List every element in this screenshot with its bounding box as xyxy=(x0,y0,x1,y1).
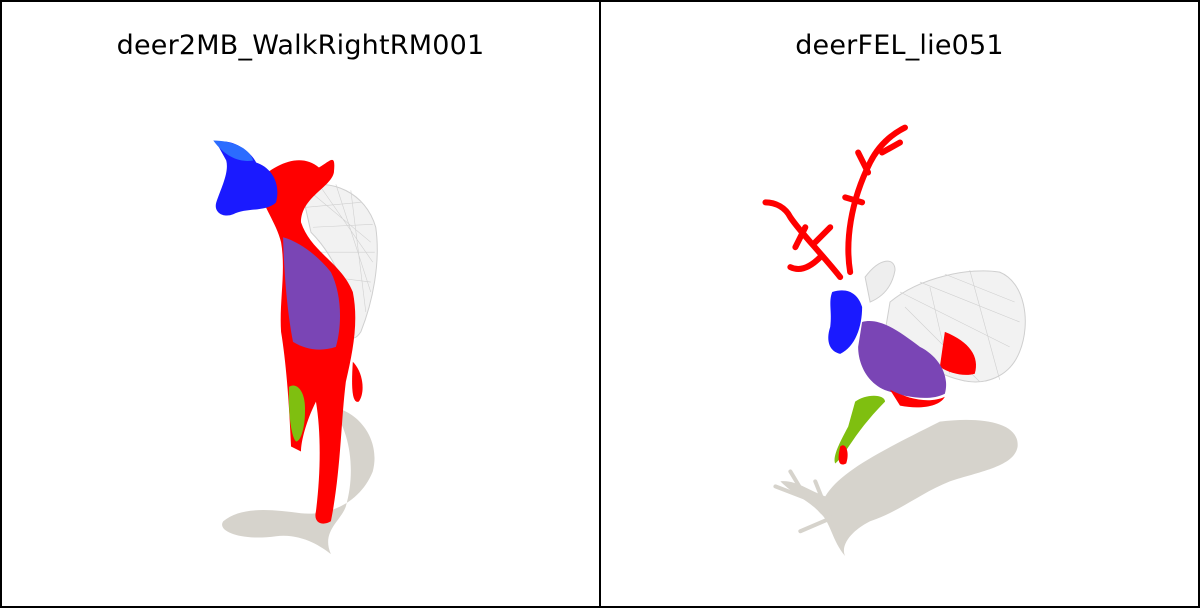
deer-lie-blue-head xyxy=(828,290,863,354)
deer-lie-shadow xyxy=(780,419,1018,557)
left-panel-title: deer2MB_WalkRightRM001 xyxy=(116,30,485,61)
deer-walk-purple-chest xyxy=(283,237,341,350)
wireframe-mesh-lines-2 xyxy=(899,270,1020,382)
deer-walk-rear-leg xyxy=(352,361,363,402)
left-panel: deer2MB_WalkRightRM001 xyxy=(2,2,600,606)
deer-walk-shadow xyxy=(222,406,375,555)
right-panel-title: deerFEL_lie051 xyxy=(795,30,1004,61)
deer-lie-purple-body xyxy=(858,320,947,398)
right-panel: deerFEL_lie051 xyxy=(600,2,1198,606)
antlers xyxy=(762,124,908,281)
deer-walk-ear xyxy=(213,140,254,161)
deer-walk-blue-head xyxy=(215,141,278,216)
deer-lie-red-rump xyxy=(939,331,976,375)
deer-lie-foreleg xyxy=(834,395,886,464)
deer-lie-red-belly xyxy=(890,389,945,408)
antler-shadow xyxy=(773,469,843,534)
wireframe-mesh-lines xyxy=(305,184,375,313)
deer-lie-head-wireframe xyxy=(864,260,896,303)
deer-lie-foreleg-red xyxy=(838,445,848,465)
deer-walk-green-leg xyxy=(288,385,306,442)
deer-lie-render xyxy=(762,124,1026,557)
deer-walk-render xyxy=(213,140,378,555)
